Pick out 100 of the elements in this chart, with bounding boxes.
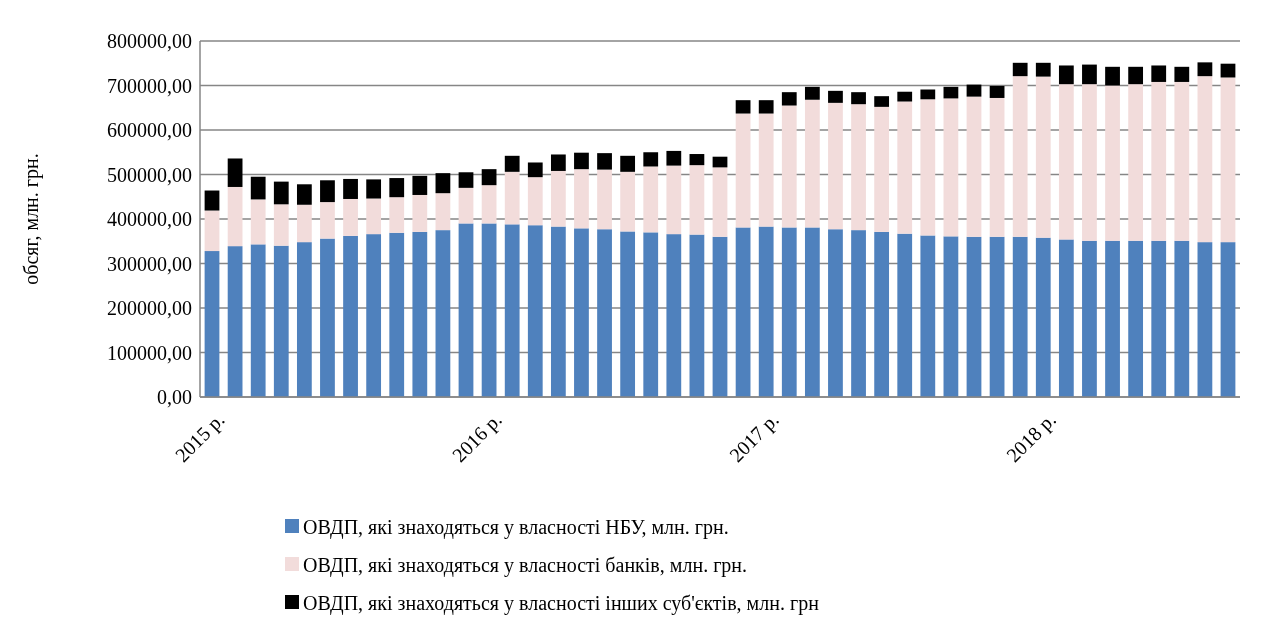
bar <box>204 210 220 252</box>
bar <box>874 96 890 107</box>
bar <box>1012 76 1028 237</box>
bar <box>1035 237 1051 397</box>
bar <box>1220 77 1236 243</box>
bar <box>804 86 820 100</box>
bar <box>666 234 682 397</box>
bar <box>643 152 659 167</box>
bar <box>320 238 335 397</box>
bar <box>273 204 289 246</box>
bar <box>1128 66 1144 85</box>
bar <box>227 158 243 187</box>
bar <box>504 171 520 225</box>
bar <box>574 169 589 229</box>
bar <box>1082 240 1097 397</box>
bar <box>735 100 751 114</box>
bar <box>1058 84 1074 240</box>
bar <box>828 102 843 230</box>
bar <box>666 150 682 166</box>
bar <box>1082 64 1097 85</box>
bar <box>735 227 751 397</box>
bar <box>458 223 474 397</box>
bar <box>1151 240 1167 397</box>
bar <box>920 235 936 397</box>
bar <box>273 245 289 397</box>
bar <box>643 232 659 397</box>
bar <box>966 84 982 97</box>
bar <box>1012 236 1028 397</box>
bar <box>250 199 266 245</box>
bar <box>966 96 982 237</box>
legend-label: ОВДП, які знаходяться у власності НБУ, млн. грн. <box>303 516 729 539</box>
bar <box>1035 62 1051 77</box>
bar <box>1174 240 1190 397</box>
bar <box>620 231 636 397</box>
bar <box>1105 240 1120 397</box>
bar <box>250 176 266 200</box>
y-tick-label: 200000,00 <box>107 297 192 319</box>
bar <box>851 92 866 105</box>
bar <box>920 99 936 236</box>
bar <box>343 235 358 397</box>
bar <box>874 231 890 397</box>
bar <box>1058 239 1074 397</box>
bar <box>343 198 358 236</box>
bar <box>874 106 890 232</box>
bar <box>758 113 774 227</box>
bar <box>1012 62 1028 77</box>
bar <box>435 173 451 194</box>
bar <box>204 251 220 397</box>
bar <box>851 230 866 397</box>
bar <box>758 100 774 114</box>
bar <box>250 244 266 397</box>
y-tick-label: 300000,00 <box>107 252 192 275</box>
bar <box>550 154 566 171</box>
y-tick-label: 100000,00 <box>107 341 192 364</box>
bar <box>735 113 751 228</box>
bar <box>920 89 936 100</box>
bar <box>574 228 589 397</box>
bar <box>389 178 405 198</box>
bar <box>1220 242 1236 397</box>
y-tick-label: 0,00 <box>157 386 192 408</box>
bar <box>227 186 243 247</box>
bar <box>574 152 589 170</box>
bar <box>227 246 243 397</box>
bar <box>204 190 220 211</box>
bar <box>412 231 428 397</box>
bar <box>296 184 312 205</box>
bar <box>989 97 1005 237</box>
bar <box>989 85 1005 98</box>
bar <box>366 179 382 199</box>
bar <box>781 227 797 397</box>
bar <box>1197 62 1213 77</box>
bar <box>597 153 612 170</box>
bar <box>481 185 497 224</box>
bar <box>458 172 474 188</box>
bar <box>804 227 820 397</box>
bar <box>343 178 358 199</box>
bar <box>320 180 335 203</box>
bar <box>712 167 728 237</box>
bar <box>851 104 866 231</box>
bar <box>435 193 451 231</box>
bar <box>943 236 959 397</box>
bar <box>620 171 636 232</box>
bar <box>666 165 682 235</box>
bar <box>435 230 451 397</box>
bar <box>712 236 728 397</box>
bar <box>550 226 566 397</box>
bar <box>828 229 843 397</box>
bar <box>550 170 566 227</box>
bar <box>1058 65 1074 85</box>
bar <box>366 198 382 235</box>
bar <box>481 223 497 397</box>
bar <box>620 155 636 172</box>
y-tick-label: 800000,00 <box>107 30 192 52</box>
bar <box>781 105 797 228</box>
bar <box>320 202 335 239</box>
bar <box>989 236 1005 397</box>
bar <box>1082 84 1097 241</box>
bar <box>273 181 289 205</box>
bar <box>1128 240 1144 397</box>
bar <box>1174 66 1190 82</box>
